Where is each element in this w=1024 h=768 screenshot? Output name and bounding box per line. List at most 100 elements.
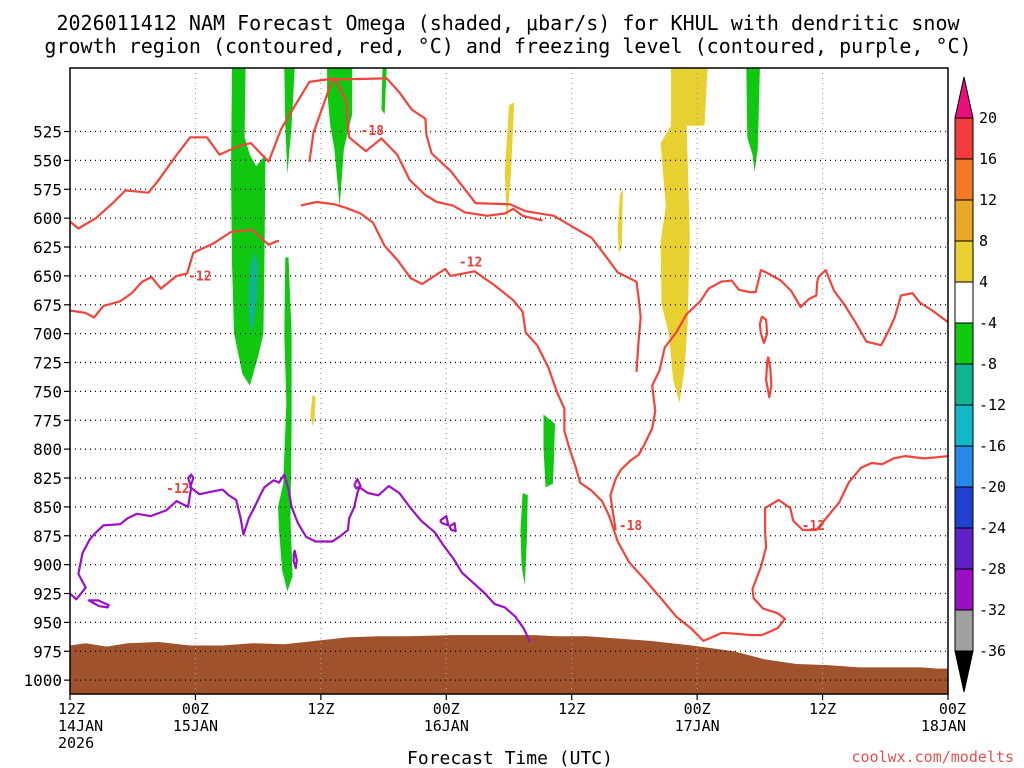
dgz-contour-1 (70, 77, 543, 230)
colorbar: 20 16 12 8 4 -4 -8 -12 -16 -20 -24 -28 -32 -36 (954, 76, 1006, 693)
terrain-fill (70, 635, 948, 694)
colorbar-band-1 (954, 158, 974, 201)
y-tick-label-14: 875 (33, 527, 62, 546)
omega-region-5 (381, 68, 387, 115)
x-tick-label-1-0: 00Z (182, 700, 209, 718)
omega-region-7 (617, 189, 623, 253)
omega-region-8 (660, 68, 708, 403)
dgz-contour-4 (609, 269, 948, 531)
colorbar-band-6 (954, 363, 974, 406)
y-tick-label-12: 825 (33, 469, 62, 488)
colorbar-label-8: -16 (979, 437, 1006, 455)
colorbar-band-9 (954, 486, 974, 529)
colorbar-label-13: -36 (979, 642, 1006, 660)
omega-region-9 (746, 68, 760, 172)
y-tick-label-7: 700 (33, 325, 62, 344)
colorbar-top-cap (954, 76, 974, 119)
omega-region-12 (520, 493, 528, 586)
credit-text[interactable]: coolwx.com/modelts (851, 748, 1014, 766)
colorbar-band-4 (954, 281, 974, 324)
y-tick-label-6: 675 (33, 296, 62, 315)
y-tick-label-0: 525 (33, 123, 62, 142)
colorbar-band-0 (954, 117, 974, 160)
colorbar-label-10: -24 (979, 519, 1006, 537)
colorbar-band-12 (954, 609, 974, 652)
dgz-contour-5 (751, 455, 948, 637)
omega-shading-layer (231, 68, 760, 592)
freezing-level-contours (70, 473, 531, 643)
colorbar-label-11: -28 (979, 560, 1006, 578)
y-tick-label-11: 800 (33, 440, 62, 459)
terrain-layer (70, 635, 948, 694)
colorbar-label-6: -8 (979, 355, 997, 373)
contour-label-5: -12 (802, 519, 825, 534)
x-tick-label-7-0: 00Z (939, 700, 966, 718)
colorbar-label-12: -32 (979, 601, 1006, 619)
contour-labels: -18 -12 -12 -12 -18 -12 (166, 124, 825, 534)
y-tick-label-1: 550 (33, 151, 62, 170)
colorbar-band-5 (954, 322, 974, 365)
x-tick-label-0-1: 14JAN (58, 717, 103, 735)
colorbar-band-8 (954, 445, 974, 488)
colorbar-label-9: -20 (979, 478, 1006, 496)
x-tick-label-3-1: 16JAN (424, 717, 469, 735)
colorbar-label-4: 4 (979, 273, 988, 291)
freezing-contour-4 (439, 515, 450, 527)
x-tick-label-1-1: 15JAN (173, 717, 218, 735)
x-tick-label-4-0: 12Z (558, 700, 585, 718)
dgz-contour-2 (300, 200, 762, 642)
contour-label-4: -18 (619, 519, 643, 534)
dgz-contour-0 (308, 77, 642, 372)
dendritic-growth-contours (70, 77, 948, 642)
colorbar-bottom-cap (954, 650, 974, 693)
chart-title-line-2: growth region (contoured, red, °C) and f… (44, 34, 971, 58)
dgz-contour-7 (765, 356, 773, 399)
y-tick-label-9: 750 (33, 382, 62, 401)
x-tick-label-0-2: 2026 (58, 734, 94, 752)
colorbar-label-0: 20 (979, 109, 997, 127)
y-tick-label-13: 850 (33, 498, 62, 517)
freezing-contour-3 (292, 549, 298, 570)
omega-region-3 (278, 257, 293, 592)
chart-title-line-1: 2026011412 NAM Forecast Omega (shaded, μ… (56, 11, 960, 35)
omega-region-6 (504, 102, 515, 224)
freezing-contour-2 (353, 478, 362, 490)
x-tick-label-6-0: 12Z (809, 700, 836, 718)
colorbar-label-3: 8 (979, 232, 988, 250)
omega-region-1 (248, 250, 259, 334)
colorbar-label-1: 16 (979, 150, 997, 168)
x-tick-label-5-0: 00Z (684, 700, 711, 718)
freezing-contour-0 (70, 473, 531, 643)
colorbar-band-10 (954, 527, 974, 570)
y-tick-label-19: 1000 (23, 671, 62, 690)
y-tick-label-16: 925 (33, 585, 62, 604)
y-tick-label-15: 900 (33, 556, 62, 575)
contour-label-3: -12 (166, 482, 189, 497)
y-tick-label-10: 775 (33, 411, 62, 430)
colorbar-band-11 (954, 568, 974, 611)
colorbar-band-3 (954, 240, 974, 283)
colorbar-label-5: -4 (979, 314, 997, 332)
omega-region-11 (543, 414, 555, 488)
dgz-contour-6 (758, 315, 769, 344)
y-axis-ticks: 525 550 575 600 625 650 675 700 725 750 775 800 825 8… (23, 123, 70, 690)
contour-label-2: -12 (459, 256, 482, 271)
y-tick-label-2: 575 (33, 180, 62, 199)
contour-label-0: -18 (361, 124, 385, 139)
freezing-contour-5 (448, 522, 457, 533)
x-tick-label-0-0: 12Z (58, 700, 85, 718)
y-tick-label-17: 950 (33, 613, 62, 632)
y-tick-label-18: 975 (33, 642, 62, 661)
omega-region-2 (284, 68, 295, 175)
colorbar-label-2: 12 (979, 191, 997, 209)
x-tick-label-2-0: 12Z (307, 700, 334, 718)
x-tick-label-7-1: 18JAN (921, 717, 966, 735)
y-tick-label-4: 625 (33, 238, 62, 257)
contour-label-1: -12 (188, 270, 211, 285)
x-tick-label-3-0: 00Z (433, 700, 460, 718)
colorbar-band-2 (954, 199, 974, 242)
plot-frame (69, 67, 949, 695)
omega-region-10 (310, 394, 316, 426)
